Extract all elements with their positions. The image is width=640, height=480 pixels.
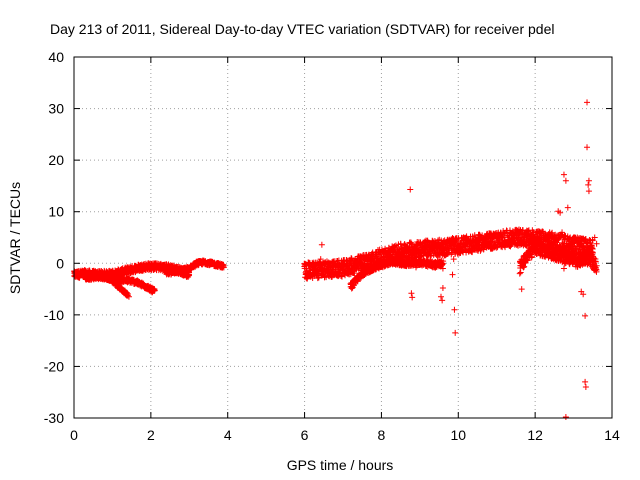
outlier-point — [437, 293, 444, 300]
outlier-point — [582, 384, 589, 391]
outlier-point — [582, 378, 589, 385]
x-tick-label: 10 — [450, 427, 466, 443]
y-tick-label: 20 — [48, 152, 64, 168]
outlier-point — [439, 285, 446, 292]
x-tick-label: 6 — [301, 427, 309, 443]
y-tick-label: 40 — [48, 49, 64, 65]
outlier-point — [407, 186, 414, 193]
outlier-point — [584, 144, 591, 151]
chart-title: Day 213 of 2011, Sidereal Day-to-day VTE… — [50, 21, 554, 37]
data-point — [517, 269, 524, 276]
data-point — [391, 243, 398, 250]
data-point — [151, 287, 158, 294]
outlier-point — [584, 99, 591, 106]
outlier-point — [451, 306, 458, 313]
outlier-point — [518, 286, 525, 293]
x-tick-label: 14 — [604, 427, 620, 443]
outlier-point — [318, 241, 325, 248]
outlier-point — [560, 171, 567, 178]
y-tick-label: 30 — [48, 101, 64, 117]
outlier-point — [562, 177, 569, 184]
data-point — [427, 252, 434, 259]
y-tick-label: 10 — [48, 204, 64, 220]
outlier-point — [585, 177, 592, 184]
x-tick-label: 2 — [147, 427, 155, 443]
outlier-point — [409, 294, 416, 301]
outlier-point — [560, 265, 567, 272]
x-axis-title: GPS time / hours — [287, 457, 394, 473]
data-point — [220, 261, 227, 268]
y-axis-title: SDTVAR / TECUs — [7, 182, 23, 294]
y-tick-label: -20 — [44, 358, 64, 374]
outlier-point — [564, 204, 571, 211]
y-tick-label: 0 — [56, 255, 64, 271]
y-tick-label: -30 — [44, 410, 64, 426]
data-points — [71, 99, 600, 420]
outlier-point — [562, 413, 569, 420]
x-tick-label: 12 — [527, 427, 543, 443]
outlier-point — [408, 290, 415, 297]
data-point — [548, 230, 555, 237]
outlier-point — [582, 312, 589, 319]
data-point — [445, 250, 452, 257]
outlier-point — [585, 188, 592, 195]
y-tick-label: -10 — [44, 307, 64, 323]
x-tick-label: 4 — [224, 427, 232, 443]
data-point — [392, 242, 399, 249]
x-tick-label: 0 — [70, 427, 78, 443]
outlier-point — [452, 329, 459, 336]
data-point — [124, 291, 131, 298]
outlier-point — [585, 181, 592, 188]
x-tick-label: 8 — [378, 427, 386, 443]
data-point — [303, 265, 310, 272]
outlier-point — [439, 297, 446, 304]
data-point — [186, 271, 193, 278]
outlier-point — [449, 271, 456, 278]
outlier-point — [516, 270, 523, 277]
